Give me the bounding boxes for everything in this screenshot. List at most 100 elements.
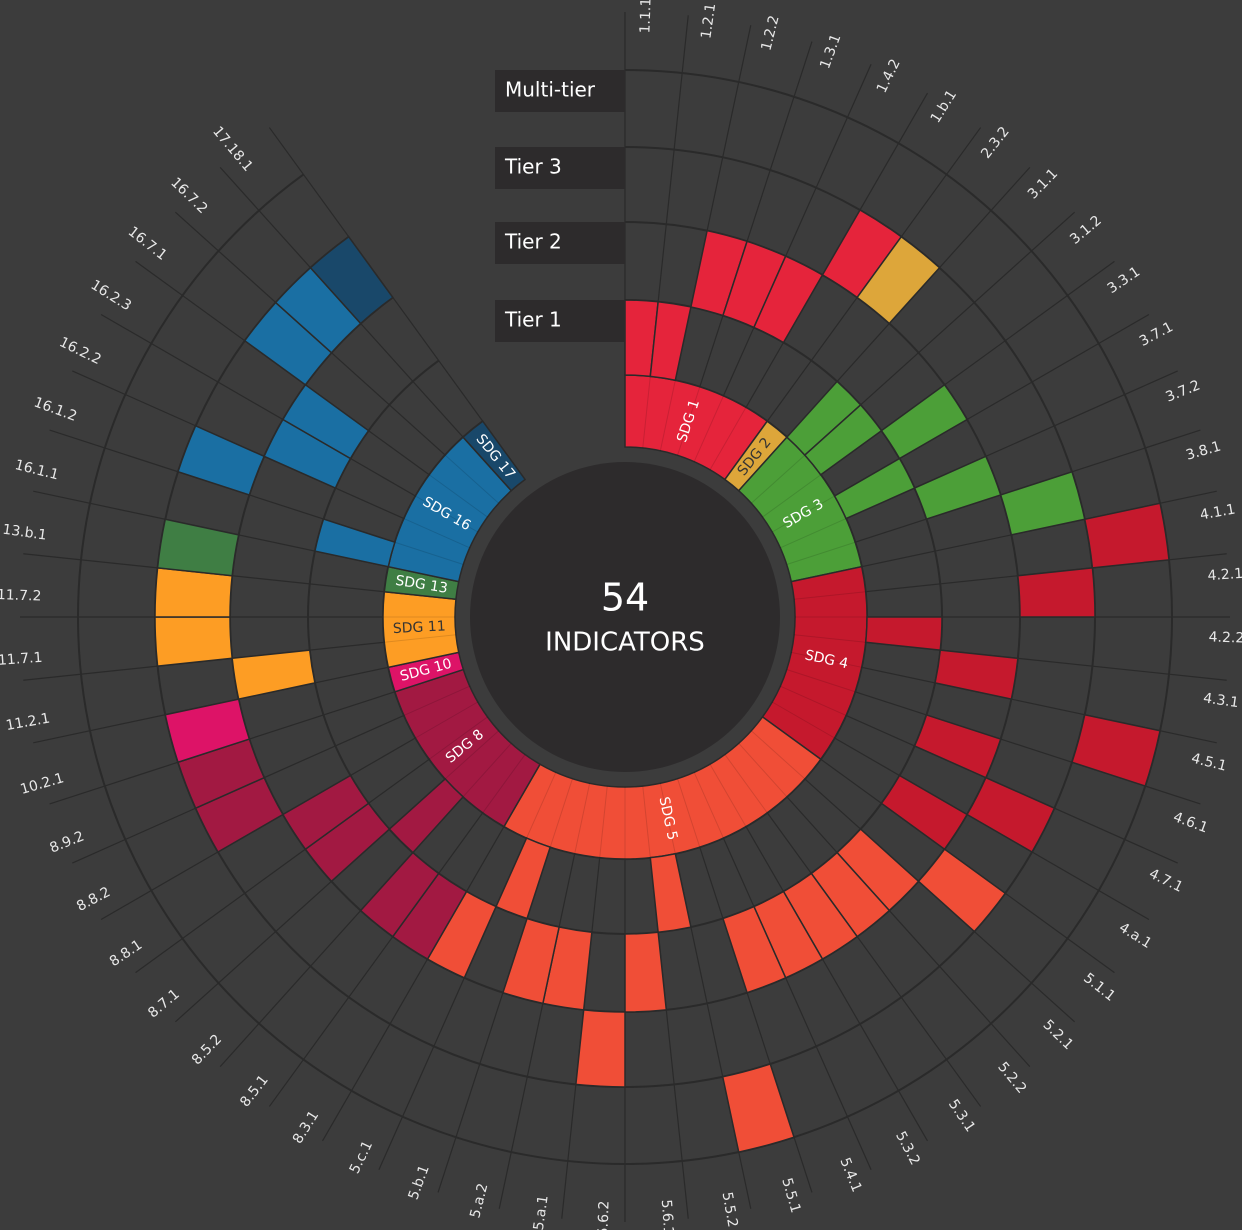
indicator-label: 3.1.1	[1025, 166, 1061, 203]
radial-line	[722, 64, 872, 397]
tier-cell	[388, 777, 465, 854]
indicator-label: 5.1.1	[1080, 970, 1118, 1005]
tier-box	[495, 147, 625, 189]
segment-divider	[659, 380, 676, 451]
tier-cell	[833, 457, 916, 520]
indicator-label: 5.a.1	[531, 1194, 552, 1230]
indicator-label: 17.18.1	[209, 124, 256, 175]
segment-divider	[444, 730, 499, 780]
segment-divider	[780, 518, 847, 549]
goal-segment	[462, 420, 527, 492]
tier-cell	[722, 905, 787, 994]
indicator-label: 4.a.1	[1116, 920, 1154, 952]
indicator-label: 5.a.2	[467, 1182, 491, 1220]
total-label: INDICATORS	[545, 628, 705, 658]
radial-line	[100, 313, 416, 497]
indicator-label: 8.7.1	[145, 986, 183, 1021]
indicator-label: 16.2.2	[57, 334, 104, 368]
segment-divider	[428, 474, 488, 518]
indicator-label: 16.2.3	[88, 277, 134, 314]
indicator-label: 16.7.1	[125, 224, 170, 264]
indicator-label: 16.7.2	[167, 175, 210, 217]
segment-divider	[677, 778, 701, 848]
segment-divider	[786, 541, 856, 565]
tier-cell	[1083, 502, 1170, 569]
segment-divider	[384, 634, 456, 643]
indicator-label: 1.2.2	[759, 14, 783, 52]
segment-divider	[762, 474, 822, 518]
segment-divider	[526, 772, 557, 839]
segment-divider	[724, 754, 768, 814]
indicator-label: 2.3.2	[978, 124, 1013, 162]
segment-divider	[751, 454, 806, 504]
segment-divider	[444, 454, 499, 504]
segment-divider	[482, 754, 526, 814]
goal-label: SDG 11	[393, 618, 447, 637]
indicator-label: 8.8.1	[107, 937, 145, 970]
indicator-label: 16.1.2	[32, 395, 79, 425]
indicator-label: 3.7.2	[1163, 377, 1202, 405]
indicator-label: 5.5.2	[719, 1191, 741, 1229]
indicator-label: 1.2.1	[698, 2, 719, 40]
tier-cell	[156, 518, 240, 577]
tier-box	[495, 300, 625, 342]
tier-cell	[917, 848, 1007, 933]
indicator-label: 11.2.1	[5, 711, 52, 734]
cells	[154, 208, 1170, 1153]
tier-cell	[913, 714, 1002, 779]
indicator-label: 11.7.2	[0, 587, 42, 605]
tier-cell	[880, 383, 969, 460]
radial-line	[498, 853, 576, 1209]
tier-cell	[495, 837, 552, 920]
segment-divider	[415, 495, 479, 533]
indicator-label: 5.c.1	[347, 1138, 376, 1176]
segment-divider	[738, 743, 788, 798]
segment-divider	[659, 783, 676, 854]
center-circle	[470, 462, 780, 772]
radial-line	[766, 812, 982, 1107]
indicator-label: 8.9.2	[47, 828, 86, 856]
indicator-label: 8.3.1	[290, 1108, 322, 1147]
indicator-label: 3.1.2	[1067, 213, 1105, 248]
indicator-label: 8.5.1	[237, 1072, 272, 1110]
segment-divider	[771, 701, 835, 739]
tier-box	[495, 70, 625, 112]
tier-cell	[721, 1063, 795, 1153]
indicator-label: 11.7.1	[0, 650, 43, 669]
segment-divider	[403, 518, 470, 549]
indicator-label: 10.2.1	[19, 770, 66, 798]
indicator-label: 4.5.1	[1190, 751, 1228, 775]
segment-divider	[462, 743, 512, 798]
indicator-label: 1.3.1	[817, 32, 844, 71]
segment-divider	[642, 376, 651, 448]
indicator-label: 5.2.2	[994, 1059, 1029, 1097]
indicator-label: 4.2.2	[1208, 629, 1242, 646]
tier-box	[495, 222, 625, 264]
indicator-label: 8.5.2	[189, 1032, 225, 1069]
tier-cell	[999, 470, 1086, 536]
tier-cell	[864, 616, 943, 651]
indicator-label: 4.7.1	[1146, 866, 1185, 896]
radial-line	[861, 666, 1217, 744]
tier-cell	[1071, 713, 1161, 787]
tier-cell	[934, 649, 1019, 701]
indicator-label: 5.5.1	[778, 1176, 803, 1215]
segment-divider	[771, 495, 835, 533]
indicator-label: 8.8.2	[74, 884, 113, 915]
tier-cell	[752, 255, 824, 344]
indicator-label: 3.8.1	[1184, 439, 1223, 464]
tier-cell	[649, 300, 692, 382]
radial-line	[699, 41, 813, 388]
tier-cell	[966, 776, 1056, 854]
radial-line	[135, 758, 430, 974]
radial-line	[321, 826, 505, 1142]
total: 54	[601, 576, 649, 620]
indicator-label: 5.b.1	[406, 1163, 433, 1202]
indicator-label: 5.3.1	[945, 1097, 978, 1135]
indicator-label: 13.b.1	[1, 522, 47, 544]
indicator-label: 5.2.1	[1040, 1017, 1077, 1053]
tier-label: Multi-tier	[505, 78, 596, 102]
segment-divider	[693, 772, 724, 839]
tier-cell	[880, 774, 969, 851]
